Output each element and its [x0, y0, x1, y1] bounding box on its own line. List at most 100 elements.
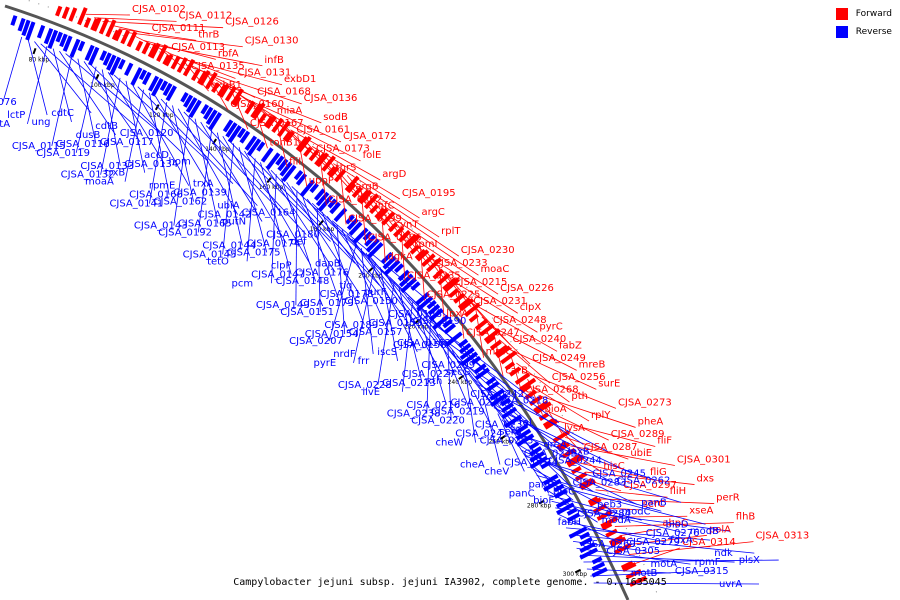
forward-gene-label: exbD1 [284, 74, 316, 85]
forward-gene-label: pth [571, 391, 588, 402]
forward-gene-mark [295, 136, 309, 152]
reverse-gene-mark [246, 138, 262, 157]
reverse-gene-mark [591, 556, 603, 565]
forward-gene-label: CJSA_0167 [250, 118, 304, 129]
reverse-gene-label: cdtC [51, 108, 74, 119]
reverse-gene-mark [62, 35, 73, 52]
reverse-gene-label: CJSA_0119 [36, 148, 90, 159]
reverse-gene-label: CJSA_0157 [349, 327, 403, 338]
reverse-gene-mark [205, 109, 218, 126]
reverse-gene-mark [148, 75, 160, 92]
forward-gene-mark [534, 401, 552, 415]
reverse-label-leader [443, 339, 560, 423]
forward-label-leader [432, 258, 518, 314]
reverse-gene-label: CJSA_0276 [646, 528, 700, 539]
forward-label-leader [570, 445, 675, 466]
forward-gene-mark [600, 516, 619, 529]
forward-gene-mark [156, 44, 168, 62]
reverse-gene-mark [566, 507, 578, 516]
forward-gene-mark [629, 575, 648, 587]
forward-gene-mark [232, 96, 242, 107]
forward-gene-mark [398, 229, 411, 243]
forward-gene-label: CJSA_0102 [132, 4, 186, 15]
forward-gene-mark [126, 31, 138, 48]
reverse-gene-label: trxA [193, 179, 214, 190]
reverse-gene-label: CJSA_0284 [577, 508, 631, 519]
reverse-gene-label: trxB [105, 168, 126, 179]
reverse-gene-label: panC [509, 488, 535, 499]
reverse-label-leader [505, 425, 613, 483]
forward-gene-mark [120, 29, 130, 45]
forward-label-leader [207, 74, 229, 111]
reverse-label-leader [525, 456, 682, 503]
reverse-label-leader [124, 89, 145, 182]
forward-gene-mark [224, 85, 237, 102]
forward-gene-mark [500, 350, 518, 365]
reverse-label-leader [460, 361, 584, 445]
reverse-label-leader [246, 158, 256, 262]
forward-gene-mark [149, 42, 161, 59]
forward-gene-label: mreB [579, 359, 606, 370]
reverse-gene-label: CJSA_0076 [0, 97, 17, 108]
forward-gene-mark [494, 344, 508, 357]
forward-gene-label: CJSA_0160 [230, 99, 284, 110]
reverse-label-leader [532, 468, 618, 514]
reverse-gene-mark [225, 122, 238, 138]
forward-gene-mark [538, 412, 550, 421]
forward-label-leader [127, 32, 243, 48]
reverse-gene-mark [543, 478, 562, 492]
forward-gene-mark [135, 40, 144, 52]
reverse-gene-mark [77, 40, 86, 52]
reverse-gene-label: CJSA_0242 [470, 389, 524, 400]
reverse-gene-mark [329, 201, 341, 215]
forward-gene-mark [557, 442, 571, 452]
reverse-label-leader [426, 323, 431, 414]
kbp-tick-mark [154, 104, 160, 111]
forward-gene-mark [164, 53, 174, 67]
kbp-tick-label: 160 kbp [259, 184, 284, 191]
forward-gene-mark [580, 479, 597, 491]
reverse-gene-label: putN [222, 216, 246, 227]
forward-gene-mark [556, 440, 568, 450]
forward-gene-mark [457, 297, 472, 310]
reverse-label-leader [238, 147, 268, 253]
reverse-gene-label: CJSA_0192 [158, 227, 212, 238]
forward-gene-label: CJSA_0195 [402, 188, 456, 199]
forward-gene-mark [83, 17, 92, 28]
forward-label-leader [304, 140, 354, 193]
forward-gene-mark [542, 417, 556, 428]
forward-gene-label: rplY [591, 410, 611, 421]
kbp-tick-mark [538, 499, 545, 505]
reverse-label-leader [473, 378, 565, 454]
reverse-gene-label: bioF [533, 495, 554, 506]
map-caption: Campylobacter jejuni subsp. jejuni IA390… [233, 577, 667, 588]
reverse-gene-label: dapB [315, 258, 341, 269]
reverse-gene-label: pcm [231, 278, 253, 289]
forward-gene-mark [303, 146, 313, 158]
reverse-gene-mark [188, 99, 202, 119]
kbp-tick-label: 120 kbp [149, 112, 174, 119]
reverse-label-leader [434, 328, 472, 412]
forward-gene-label: rpmI [414, 239, 437, 250]
reverse-gene-mark [460, 351, 479, 367]
reverse-gene-mark [309, 182, 319, 194]
forward-gene-label: exbB1 [211, 80, 242, 91]
forward-gene-mark [596, 509, 613, 521]
forward-gene-mark [561, 447, 576, 459]
forward-gene-mark [170, 55, 181, 70]
reverse-gene-mark [327, 198, 338, 209]
reverse-label-leader [407, 296, 511, 395]
reverse-label-leader [536, 475, 662, 512]
forward-label-leader [469, 301, 558, 352]
reverse-gene-mark [59, 33, 68, 48]
reverse-gene-mark [504, 414, 523, 429]
reverse-gene-label: CJSA_0188 [388, 309, 442, 320]
reverse-label-leader [222, 135, 287, 244]
reverse-gene-label: tig [339, 280, 352, 291]
forward-gene-mark [61, 6, 70, 20]
reverse-label-leader [328, 243, 357, 342]
reverse-gene-label: CJSA_0224 [504, 457, 558, 468]
reverse-gene-label: bioD [665, 519, 688, 530]
forward-label-leader [600, 498, 715, 504]
forward-label-leader [268, 113, 361, 162]
